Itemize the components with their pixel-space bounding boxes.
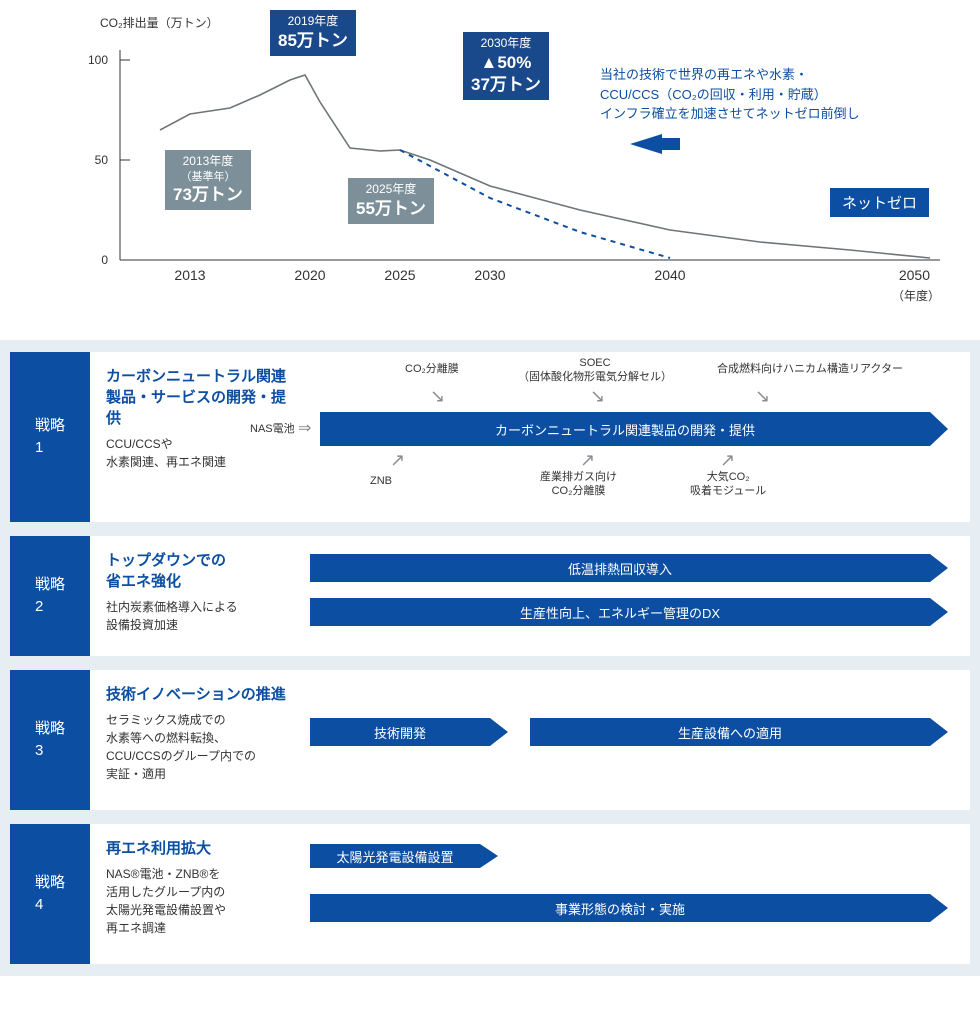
flow-arrow: 技術開発	[310, 718, 490, 746]
strategy-3: 戦略 3 技術イノベーションの推進 セラミックス焼成での 水素等への燃料転換、 …	[10, 670, 970, 810]
svg-text:2030: 2030	[474, 267, 505, 283]
tech-soec: SOEC （固体酸化物形電気分解セル）	[510, 356, 680, 385]
strategy-3-text: 技術イノベーションの推進 セラミックス焼成での 水素等への燃料転換、 CCU/C…	[90, 670, 300, 810]
flow-arrow: 低温排熱回収導入	[310, 554, 930, 582]
arrow-up-icon: ↗	[390, 450, 405, 471]
svg-text:2013: 2013	[174, 267, 205, 283]
left-arrow-icon	[630, 134, 662, 154]
svg-text:2040: 2040	[654, 267, 685, 283]
callout-2019: 2019年度 85万トン	[270, 10, 356, 56]
flow-arrow: 生産性向上、エネルギー管理のDX	[310, 598, 930, 626]
strategy-1: 戦略 1 カーボンニュートラル関連製品・サービスの開発・提供 CCU/CCSや …	[10, 352, 970, 522]
callout-2013: 2013年度 （基準年） 73万トン	[165, 150, 251, 210]
arrow-down-icon: ↘	[590, 386, 605, 407]
strategy-2-body: 低温排熱回収導入 生産性向上、エネルギー管理のDX	[300, 536, 970, 656]
arrow-right-icon: ⇒	[298, 418, 311, 438]
callout-2030: 2030年度 ▲50% 37万トン	[463, 32, 549, 100]
emissions-chart: CO₂排出量（万トン） 0 50 100 2013 2020 2025 2030…	[60, 10, 960, 330]
strategy-3-body: 技術開発 生産設備への適用	[300, 670, 970, 810]
strategy-1-body: CO₂分離膜 SOEC （固体酸化物形電気分解セル） 合成燃料向けハニカム構造リ…	[300, 352, 970, 522]
strategy-2-text: トップダウンでの 省エネ強化 社内炭素価格導入による 設備投資加速	[90, 536, 300, 656]
flow-arrow: 生産設備への適用	[530, 718, 930, 746]
tech-znb: ZNB	[370, 474, 392, 488]
arrow-up-icon: ↗	[720, 450, 735, 471]
arrow-down-icon: ↘	[430, 386, 445, 407]
strategy-1-text: カーボンニュートラル関連製品・サービスの開発・提供 CCU/CCSや 水素関連、…	[90, 352, 300, 522]
tech-dac: 大気CO₂ 吸着モジュール	[690, 470, 766, 499]
tech-industrial-membrane: 産業排ガス向け CO₂分離膜	[540, 470, 617, 499]
flow-arrow: 事業形態の検討・実施	[310, 894, 930, 922]
strategy-4: 戦略 4 再エネ利用拡大 NAS®電池・ZNB®を 活用したグループ内の 太陽光…	[10, 824, 970, 964]
strategies-section: 戦略 1 カーボンニュートラル関連製品・サービスの開発・提供 CCU/CCSや …	[0, 340, 980, 976]
strategy-3-label: 戦略 3	[10, 670, 90, 810]
svg-text:2050: 2050	[899, 267, 930, 283]
svg-text:（年度）: （年度）	[892, 288, 940, 303]
arrow-down-icon: ↘	[755, 386, 770, 407]
tech-co2-membrane: CO₂分離膜	[405, 362, 459, 376]
strategy-4-body: 太陽光発電設備設置 事業形態の検討・実施	[300, 824, 970, 964]
strategy-2-label: 戦略 2	[10, 536, 90, 656]
flow-arrow: 太陽光発電設備設置	[310, 844, 480, 868]
arrow-up-icon: ↗	[580, 450, 595, 471]
main-flow-arrow: カーボンニュートラル関連製品の開発・提供	[320, 412, 930, 446]
tech-nas: NAS電池	[250, 422, 295, 436]
acceleration-note: 当社の技術で世界の再エネや水素・ CCU/CCS（CO₂の回収・利用・貯蔵） イ…	[600, 65, 860, 124]
net-zero-badge: ネットゼロ	[830, 188, 929, 217]
tech-honeycomb: 合成燃料向けハニカム構造リアクター	[700, 362, 920, 376]
strategy-1-label: 戦略 1	[10, 352, 90, 522]
svg-text:50: 50	[95, 153, 109, 167]
svg-text:0: 0	[101, 253, 108, 267]
strategy-4-text: 再エネ利用拡大 NAS®電池・ZNB®を 活用したグループ内の 太陽光発電設備設…	[90, 824, 300, 964]
svg-text:2020: 2020	[294, 267, 325, 283]
callout-2025: 2025年度 55万トン	[348, 178, 434, 224]
svg-text:100: 100	[88, 53, 108, 67]
strategy-2: 戦略 2 トップダウンでの 省エネ強化 社内炭素価格導入による 設備投資加速 低…	[10, 536, 970, 656]
svg-text:2025: 2025	[384, 267, 415, 283]
strategy-4-label: 戦略 4	[10, 824, 90, 964]
